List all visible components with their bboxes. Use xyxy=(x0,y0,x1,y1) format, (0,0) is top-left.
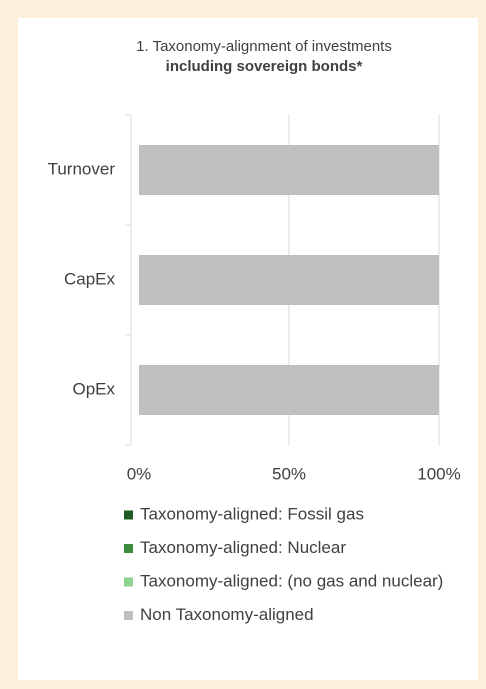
y-tick-label: OpEx xyxy=(72,379,115,398)
bar-segment xyxy=(139,365,439,415)
x-tick-label: 100% xyxy=(417,464,460,483)
x-tick-label: 50% xyxy=(272,464,306,483)
bar-segment xyxy=(139,255,439,305)
legend-label: Taxonomy-aligned: Nuclear xyxy=(140,538,346,557)
legend-swatch xyxy=(124,577,133,587)
legend-label: Non Taxonomy-aligned xyxy=(140,605,314,624)
legend-label: Taxonomy-aligned: Fossil gas xyxy=(140,504,364,523)
chart-title: 1. Taxonomy-alignment of investments xyxy=(136,38,392,55)
x-tick-label: 0% xyxy=(127,464,152,483)
legend-swatch xyxy=(124,510,133,520)
chart-subtitle: including sovereign bonds* xyxy=(166,58,363,75)
y-tick-label: CapEx xyxy=(64,269,116,288)
y-tick-label: Turnover xyxy=(48,159,116,178)
legend-label: Taxonomy-aligned: (no gas and nuclear) xyxy=(140,571,443,590)
legend-swatch xyxy=(124,611,133,620)
bar-segment xyxy=(139,145,439,195)
legend-swatch xyxy=(124,544,133,553)
panel xyxy=(18,18,478,680)
